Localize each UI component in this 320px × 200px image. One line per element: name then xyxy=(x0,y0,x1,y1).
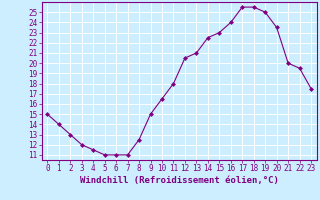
X-axis label: Windchill (Refroidissement éolien,°C): Windchill (Refroidissement éolien,°C) xyxy=(80,176,279,185)
